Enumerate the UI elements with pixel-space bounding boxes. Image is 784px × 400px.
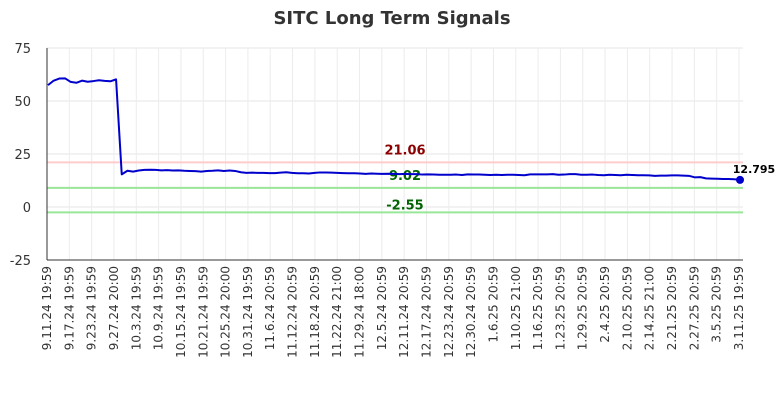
x-tick-label: 1.29.25 20:59 xyxy=(576,266,590,350)
x-tick-label: 11.6.24 20:59 xyxy=(263,266,277,350)
x-tick-label: 2.27.25 20:59 xyxy=(687,266,701,350)
x-tick-label: 11.12.24 20:59 xyxy=(286,266,300,358)
x-tick-label: 12.5.24 20:59 xyxy=(375,266,389,350)
x-tick-label: 2.14.25 21:00 xyxy=(643,266,657,350)
y-tick-label: -25 xyxy=(10,254,31,269)
x-tick-label: 9.11.24 19:59 xyxy=(40,266,54,350)
x-tick-label: 9.23.24 19:59 xyxy=(85,266,99,350)
x-tick-label: 3.11.25 19:59 xyxy=(732,266,746,350)
x-tick-label: 2.4.25 20:59 xyxy=(598,266,612,343)
series-layer: 12.795 xyxy=(47,77,775,184)
x-tick-label: 12.17.24 20:59 xyxy=(419,266,433,358)
series-line xyxy=(47,77,741,181)
x-tick-label: 1.10.25 21:00 xyxy=(509,266,523,350)
axis-layer: -25 0 25 50 75 9.11.24 19:59 9.17.24 19:59 9.23… xyxy=(10,42,746,358)
x-tick-label: 12.30.24 20:59 xyxy=(464,266,478,358)
x-tick-label: 12.23.24 20:59 xyxy=(442,266,456,358)
reference-line-label: -2.55 xyxy=(386,198,423,213)
y-tick-label: 25 xyxy=(14,148,31,163)
x-tick-label: 1.23.25 20:59 xyxy=(553,266,567,350)
x-tick-label: 1.6.25 20:59 xyxy=(486,266,500,343)
x-tick-label: 10.3.24 19:59 xyxy=(129,266,143,350)
x-tick-label: 1.16.25 20:59 xyxy=(531,266,545,350)
reference-line-label: 9.02 xyxy=(389,169,421,184)
x-tick-label: 12.11.24 20:59 xyxy=(397,266,411,358)
x-tick-label: 10.21.24 19:59 xyxy=(196,266,210,358)
y-tick-label: 0 xyxy=(23,201,31,216)
reference-lines-layer: 21.06 9.02 -2.55 xyxy=(47,143,743,214)
chart-title: SITC Long Term Signals xyxy=(273,8,511,29)
last-value-label: 12.795 xyxy=(733,163,775,176)
x-tick-label: 11.22.24 21:00 xyxy=(330,266,344,358)
x-tick-label: 9.27.24 20:00 xyxy=(107,266,121,350)
x-tick-label: 9.17.24 19:59 xyxy=(62,266,76,350)
x-tick-label: 2.21.25 20:59 xyxy=(665,266,679,350)
x-tick-label: 10.31.24 19:59 xyxy=(241,266,255,358)
x-tick-label: 11.29.24 18:00 xyxy=(353,266,367,358)
y-tick-label: 75 xyxy=(14,42,31,57)
grid-layer xyxy=(46,47,743,261)
x-tick-label: 10.9.24 19:59 xyxy=(152,266,166,350)
x-tick-label: 11.18.24 20:59 xyxy=(308,266,322,358)
x-tick-label: 10.25.24 20:00 xyxy=(219,266,233,358)
last-value-marker xyxy=(736,175,744,184)
y-tick-label: 50 xyxy=(14,95,31,110)
x-tick-label: 2.10.25 20:59 xyxy=(620,266,634,350)
x-tick-label: 10.15.24 19:59 xyxy=(174,266,188,358)
reference-line-label: 21.06 xyxy=(384,143,425,158)
x-tick-label: 3.5.25 20:59 xyxy=(710,266,724,343)
